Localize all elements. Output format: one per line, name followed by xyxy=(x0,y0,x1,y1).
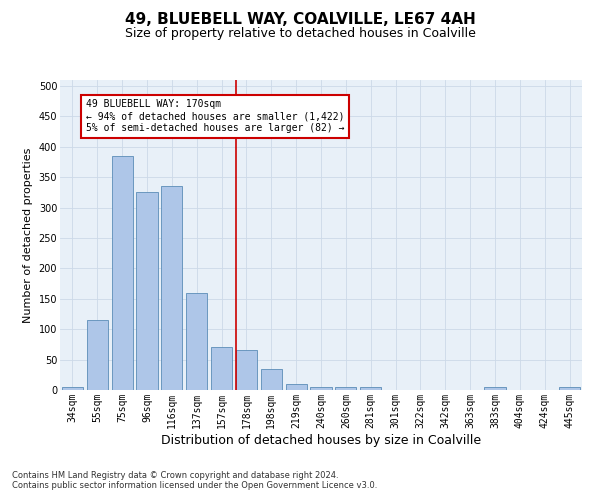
Bar xyxy=(161,186,182,390)
Bar xyxy=(360,387,381,390)
Bar xyxy=(261,368,282,390)
Bar xyxy=(62,387,83,390)
X-axis label: Distribution of detached houses by size in Coalville: Distribution of detached houses by size … xyxy=(161,434,481,446)
Bar xyxy=(112,156,133,390)
Bar xyxy=(186,292,207,390)
Text: 49, BLUEBELL WAY, COALVILLE, LE67 4AH: 49, BLUEBELL WAY, COALVILLE, LE67 4AH xyxy=(125,12,475,28)
Bar xyxy=(236,350,257,390)
Text: 49 BLUEBELL WAY: 170sqm
← 94% of detached houses are smaller (1,422)
5% of semi-: 49 BLUEBELL WAY: 170sqm ← 94% of detache… xyxy=(86,100,344,132)
Text: Contains HM Land Registry data © Crown copyright and database right 2024.
Contai: Contains HM Land Registry data © Crown c… xyxy=(12,470,377,490)
Y-axis label: Number of detached properties: Number of detached properties xyxy=(23,148,33,322)
Bar xyxy=(335,387,356,390)
Bar xyxy=(211,348,232,390)
Bar xyxy=(136,192,158,390)
Bar xyxy=(310,387,332,390)
Bar xyxy=(484,387,506,390)
Bar xyxy=(559,387,580,390)
Bar xyxy=(87,320,108,390)
Bar xyxy=(286,384,307,390)
Text: Size of property relative to detached houses in Coalville: Size of property relative to detached ho… xyxy=(125,28,475,40)
